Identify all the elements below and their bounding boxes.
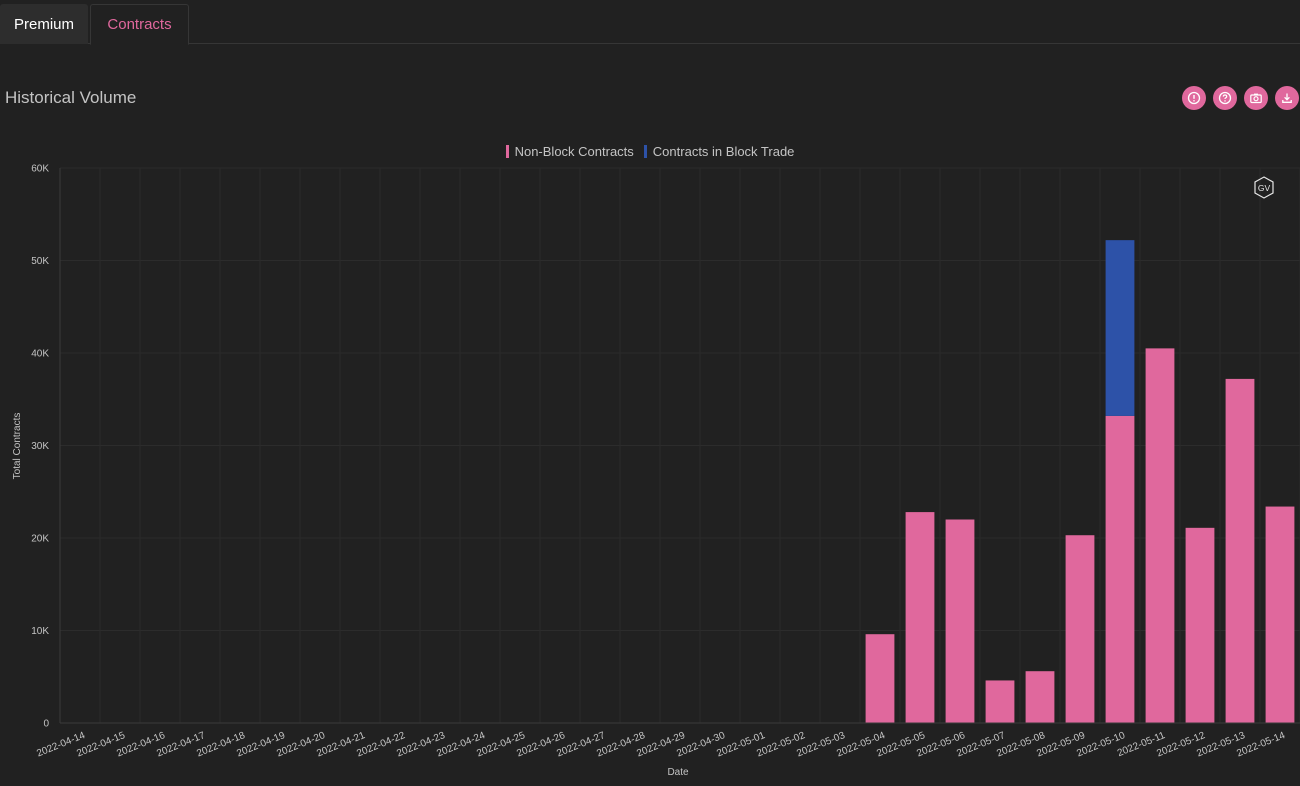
- y-tick-label: 10K: [31, 626, 49, 637]
- chart-bars: [865, 240, 1295, 724]
- watermark-icon: GV: [1254, 176, 1274, 199]
- camera-icon[interactable]: [1244, 86, 1268, 110]
- legend-label: Non-Block Contracts: [514, 144, 634, 159]
- bar-non-block[interactable]: [1025, 671, 1055, 723]
- legend-swatch: [643, 145, 647, 158]
- help-icon[interactable]: [1213, 86, 1237, 110]
- y-tick-label: 30K: [31, 441, 49, 452]
- page-title: Historical Volume: [5, 88, 137, 107]
- bar-non-block[interactable]: [1105, 415, 1135, 723]
- legend-item-block[interactable]: Contracts in Block Trade: [643, 144, 795, 159]
- download-icon[interactable]: [1275, 86, 1299, 110]
- bar-non-block[interactable]: [1185, 527, 1215, 723]
- bar-block[interactable]: [1105, 240, 1135, 416]
- y-tick-label: 60K: [31, 164, 49, 175]
- y-axis: 0 10K 20K 30K 40K 50K 60K: [31, 164, 61, 730]
- x-axis: 2022-04-142022-04-152022-04-162022-04-17…: [35, 722, 1300, 759]
- y-tick-label: 0: [43, 719, 49, 730]
- legend-label: Contracts in Block Trade: [652, 144, 795, 159]
- bar-non-block[interactable]: [1145, 348, 1175, 723]
- bar-non-block[interactable]: [905, 512, 935, 723]
- bar-chart: 0 10K 20K 30K 40K 50K 60K 2022-04-142022-04-15…: [12, 164, 1300, 778]
- y-tick-label: 40K: [31, 349, 49, 360]
- legend-swatch: [505, 145, 509, 158]
- bar-non-block[interactable]: [945, 519, 975, 724]
- bar-non-block[interactable]: [1065, 535, 1095, 723]
- bar-non-block[interactable]: [1225, 378, 1255, 723]
- tab-contracts[interactable]: Contracts: [90, 4, 189, 45]
- y-tick-label: 50K: [31, 256, 49, 267]
- y-tick-label: 20K: [31, 534, 49, 545]
- bar-non-block[interactable]: [985, 680, 1015, 723]
- x-axis-label: Date: [667, 767, 689, 778]
- watermark-text: GV: [1258, 183, 1271, 193]
- tab-bar: Premium Contracts: [0, 0, 1300, 45]
- bar-non-block[interactable]: [865, 634, 895, 723]
- legend-item-non-block[interactable]: Non-Block Contracts: [505, 144, 634, 159]
- alert-icon[interactable]: [1182, 86, 1206, 110]
- chart-legend: Non-Block Contracts Contracts in Block T…: [0, 144, 1300, 159]
- bar-non-block[interactable]: [1265, 506, 1295, 723]
- tab-premium[interactable]: Premium: [0, 4, 88, 44]
- y-axis-label: Total Contracts: [12, 413, 23, 480]
